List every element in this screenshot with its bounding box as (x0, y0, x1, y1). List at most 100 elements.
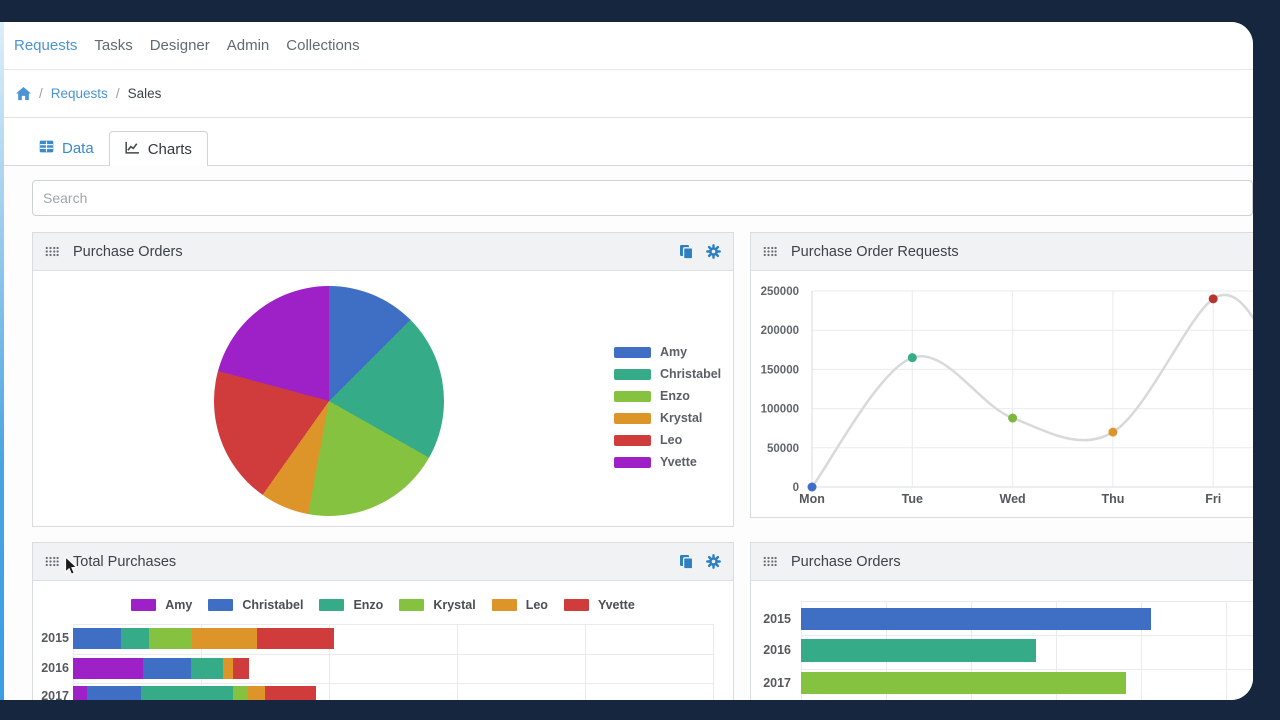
drag-handle-icon[interactable] (45, 246, 59, 257)
gear-icon[interactable] (706, 554, 721, 569)
card-header: Total Purchases (33, 543, 733, 581)
gridline (713, 624, 714, 700)
gridline (329, 624, 330, 700)
bar-segment-christabel[interactable] (143, 657, 191, 679)
bar-segment-yvette[interactable] (233, 657, 249, 679)
drag-handle-icon[interactable] (45, 556, 59, 567)
legend-label: Amy (165, 598, 193, 612)
svg-text:150000: 150000 (761, 364, 799, 376)
bar-segment-leo[interactable] (248, 686, 265, 700)
bar-chart: 2015 2016 2017 (751, 543, 1253, 700)
svg-text:Mon: Mon (799, 492, 825, 506)
drag-handle-icon[interactable] (763, 556, 777, 567)
legend-item-krystal: Krystal (614, 411, 721, 425)
category-label: 2015 (763, 612, 791, 626)
bar-segment-enzo[interactable] (191, 657, 223, 679)
table-row (73, 686, 316, 700)
top-nav: Requests Tasks Designer Admin Collections (0, 22, 1253, 70)
pie-legend: Amy Christabel Enzo Krystal Leo Yvette (614, 345, 721, 469)
table-row (73, 628, 334, 649)
nav-item-requests[interactable]: Requests (14, 37, 78, 54)
data-point-wed[interactable] (1008, 413, 1018, 423)
breadcrumb-separator: / (39, 86, 43, 101)
category-label: 2017 (41, 689, 69, 700)
search-input[interactable] (32, 180, 1253, 216)
bar-segment-enzo[interactable] (121, 628, 149, 649)
bar-segment-yvette[interactable] (257, 628, 334, 649)
bar-segment-amy[interactable] (73, 686, 87, 700)
line-chart-icon (125, 141, 140, 158)
bar-segment-yvette[interactable] (265, 686, 316, 700)
nav-item-admin[interactable]: Admin (226, 37, 270, 54)
window-left-edge (0, 22, 4, 700)
legend-swatch (319, 599, 345, 611)
gridline (801, 601, 1253, 602)
svg-text:50000: 50000 (767, 443, 799, 455)
tab-charts[interactable]: Charts (108, 131, 208, 166)
gridline (801, 635, 1253, 636)
legend-swatch (614, 390, 651, 402)
data-point-mon[interactable] (807, 482, 817, 492)
data-point-tue[interactable] (907, 353, 917, 363)
gear-icon[interactable] (706, 244, 721, 259)
legend-swatch (614, 368, 651, 380)
legend-item-amy: Amy (131, 598, 192, 612)
legend-swatch (491, 599, 517, 611)
copy-icon[interactable] (679, 554, 694, 570)
svg-text:0: 0 (793, 482, 799, 494)
table-row (73, 657, 249, 679)
breadcrumb-requests[interactable]: Requests (50, 86, 108, 101)
legend-label: Amy (660, 345, 688, 359)
legend-swatch (131, 599, 157, 611)
gridline (585, 624, 586, 700)
home-icon[interactable] (16, 87, 31, 101)
svg-text:Wed: Wed (1000, 492, 1026, 506)
bar-segment-krystal[interactable] (149, 628, 192, 649)
legend-item-yvette: Yvette (614, 455, 721, 469)
legend-item-christabel: Christabel (208, 598, 303, 612)
data-point-thu[interactable] (1108, 427, 1118, 437)
nav-item-tasks[interactable]: Tasks (94, 37, 133, 54)
legend-item-amy: Amy (614, 345, 721, 359)
data-point-fri[interactable] (1208, 294, 1218, 304)
legend-swatch (614, 412, 651, 424)
legend-swatch (399, 599, 425, 611)
card-purchase-orders-bars: Purchase Orders 2015 2016 2017 (750, 542, 1253, 700)
category-label: 2016 (41, 660, 69, 675)
pie-disc (214, 286, 444, 516)
pie-chart: Amy Christabel Enzo Krystal Leo Yvette (33, 271, 733, 526)
nav-item-collections[interactable]: Collections (286, 37, 360, 54)
legend-swatch (563, 599, 589, 611)
bar-2015[interactable] (801, 608, 1151, 630)
app-window: Requests Tasks Designer Admin Collections / R… (0, 22, 1253, 700)
card-title: Purchase Orders (791, 553, 901, 570)
gridline (1226, 601, 1227, 700)
bar-segment-christabel[interactable] (87, 686, 141, 700)
bar-segment-amy[interactable] (73, 657, 143, 679)
legend-swatch (208, 599, 234, 611)
legend-label: Christabel (242, 598, 304, 612)
bar-segment-leo[interactable] (192, 628, 257, 649)
bar-2017[interactable] (801, 672, 1126, 694)
tab-data[interactable]: Data (24, 131, 109, 165)
bar-segment-krystal[interactable] (233, 686, 248, 700)
tab-label: Charts (147, 140, 192, 158)
breadcrumb-sales: Sales (127, 86, 162, 101)
card-purchase-order-requests: Purchase Order Requests 0 50000 100000 1500… (750, 232, 1253, 518)
category-label: 2016 (763, 643, 791, 657)
gridline (73, 653, 713, 655)
nav-item-designer[interactable]: Designer (149, 37, 210, 54)
bar-2016[interactable] (801, 639, 1036, 662)
svg-text:100000: 100000 (761, 404, 799, 416)
legend-swatch (614, 346, 651, 358)
drag-handle-icon[interactable] (763, 246, 777, 257)
bar-segment-leo[interactable] (223, 657, 233, 679)
bar-segment-christabel[interactable] (73, 628, 121, 649)
card-title: Total Purchases (73, 553, 177, 570)
bar-segment-enzo[interactable] (141, 686, 233, 700)
gridline (1141, 601, 1142, 700)
legend-label: Enzo (353, 598, 384, 612)
legend-item-christabel: Christabel (614, 367, 721, 381)
card-header: Purchase Orders (751, 543, 1253, 581)
copy-icon[interactable] (679, 244, 694, 260)
